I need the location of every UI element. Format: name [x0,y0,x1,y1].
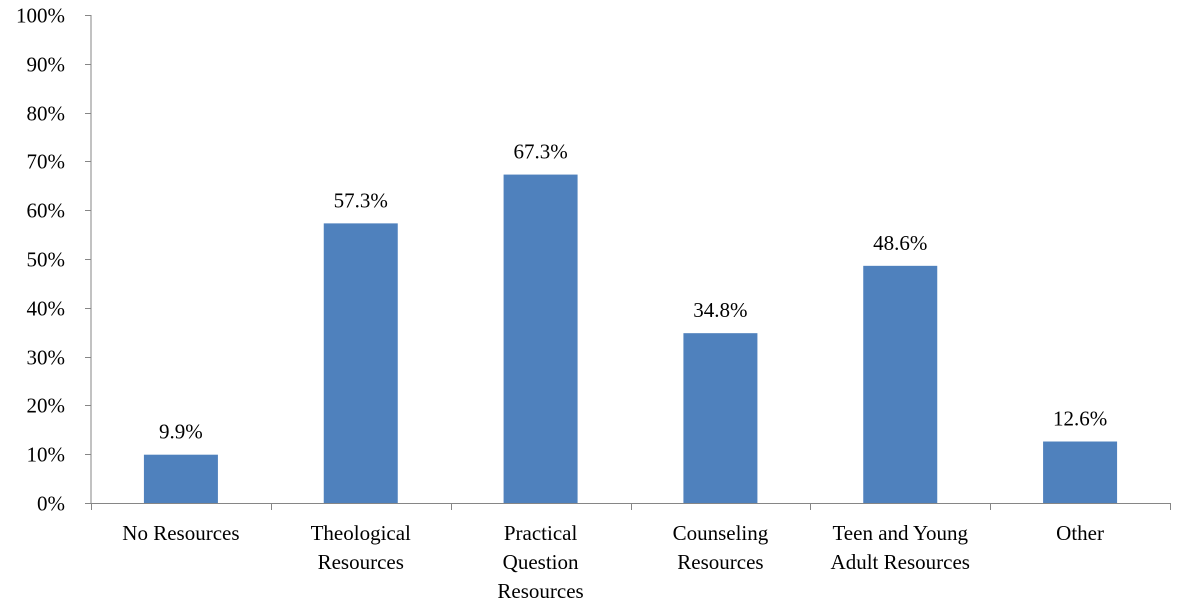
bar [323,223,398,503]
x-category-label: No Resources [122,521,239,545]
y-tick-label: 60% [27,199,66,223]
x-axis: No Resources Theological ResourcesPractica… [91,503,1171,603]
x-category-label: Other [1056,521,1104,545]
x-category-label-line: Adult Resources [831,550,970,574]
x-category-label-line: Resources [497,579,583,603]
x-category-label-line: Resources [677,550,763,574]
x-category-label-line: Question [503,550,579,574]
y-tick-label: 30% [27,346,66,370]
y-tick-label: 100% [16,4,65,28]
data-label: 48.6% [873,231,927,255]
x-category-label: Counseling Resources [673,521,769,574]
bar [683,333,758,503]
data-label: 67.3% [513,140,567,164]
y-tick-label: 0% [37,492,65,516]
y-tick-label: 10% [27,443,66,467]
x-category-label-line: Teen and Young [832,521,968,545]
x-category-label: Practical Question Resources [497,521,583,603]
y-tick-label: 20% [27,394,66,418]
data-label: 57.3% [334,188,388,212]
x-category-label-line: Counseling [673,521,769,545]
bar [503,174,578,504]
x-category-label-line: Other [1056,521,1104,545]
data-label: 34.8% [693,298,747,322]
x-category-label: Theological Resources [311,521,411,574]
bar [863,265,938,503]
x-category-label-line: Theological [311,521,411,545]
x-category-label-line: Resources [318,550,404,574]
y-axis: 0% 10% 20% 30% 40% 50% 60% 70% 80% 90% 100% [16,4,92,516]
data-label: 12.6% [1053,407,1107,431]
x-category-label-line: No Resources [122,521,239,545]
y-tick-label: 70% [27,150,66,174]
bars [143,174,1118,504]
x-category-label-line: Practical [504,521,578,545]
y-tick-label: 80% [27,102,66,126]
bar [1043,441,1118,503]
y-tick-label: 40% [27,297,66,321]
data-labels: 9.9% 57.3% 67.3% 34.8% 48.6% 12.6% [159,140,1107,444]
y-tick-label: 50% [27,248,66,272]
x-category-label: Teen and Young Adult Resources [831,521,970,574]
y-tick-label: 90% [27,53,66,77]
data-label: 9.9% [159,420,203,444]
bar [143,454,218,503]
